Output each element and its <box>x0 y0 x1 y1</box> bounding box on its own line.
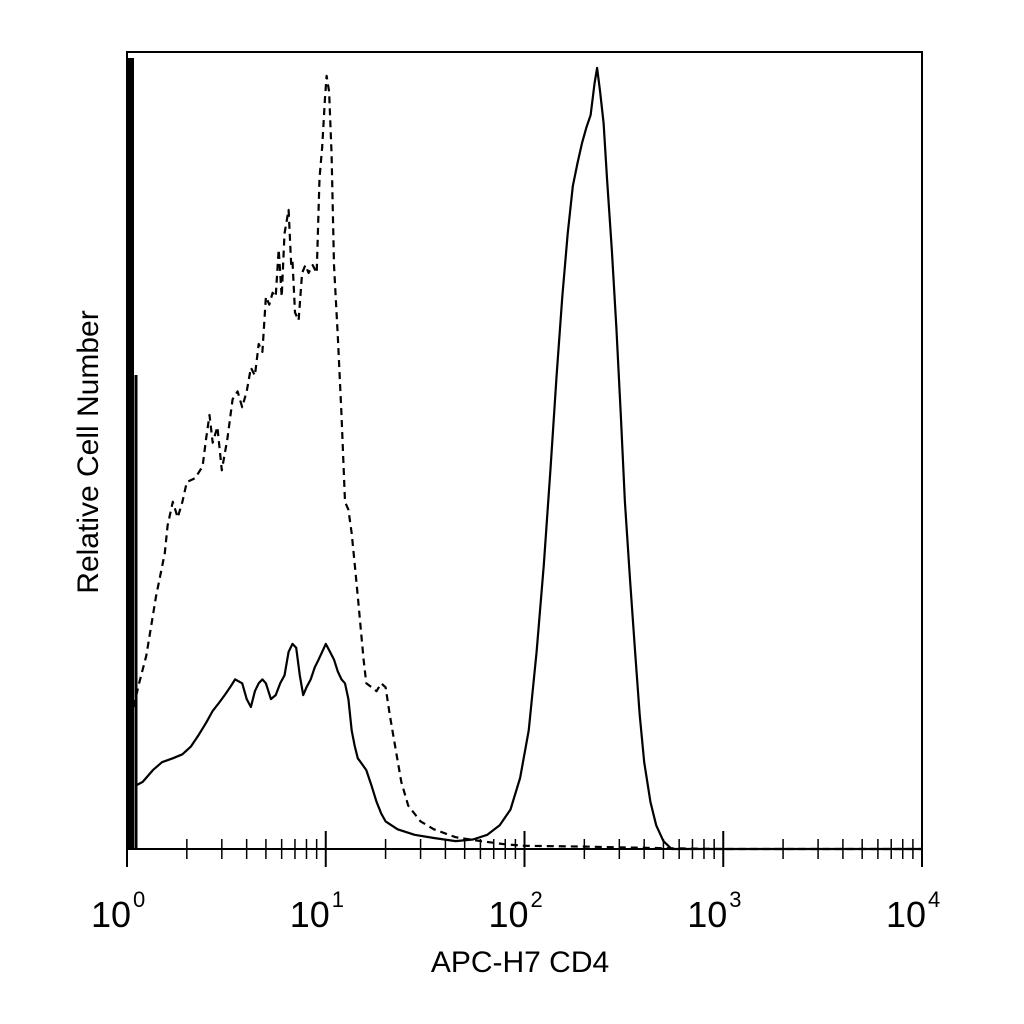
x-axis-label: APC-H7 CD4 <box>431 946 609 979</box>
x-tick-base: 10 <box>886 894 926 935</box>
x-tick-exponent: 2 <box>531 887 543 912</box>
x-tick-exponent: 1 <box>332 887 344 912</box>
x-tick-exponent: 0 <box>133 887 145 912</box>
x-tick-label: 10 4 <box>886 887 940 935</box>
series-dashed-line <box>132 74 922 851</box>
plot-frame <box>126 51 923 850</box>
x-tick-exponent: 4 <box>928 887 940 912</box>
x-tick-base: 10 <box>687 894 727 935</box>
x-tick-label: 10 0 <box>91 887 145 935</box>
x-tick-exponent: 3 <box>729 887 741 912</box>
x-axis-tick-labels: 10 0 10 1 10 2 10 3 10 4 <box>91 887 940 935</box>
series-solid-line <box>134 66 922 851</box>
x-tick-label: 10 2 <box>488 887 542 935</box>
x-tick-base: 10 <box>488 894 528 935</box>
x-tick-label: 10 1 <box>290 887 344 935</box>
histogram-lines <box>132 66 922 851</box>
x-tick-label: 10 3 <box>687 887 741 935</box>
y-axis-label: Relative Cell Number <box>72 310 105 593</box>
x-tick-base: 10 <box>290 894 330 935</box>
x-tick-base: 10 <box>91 894 131 935</box>
